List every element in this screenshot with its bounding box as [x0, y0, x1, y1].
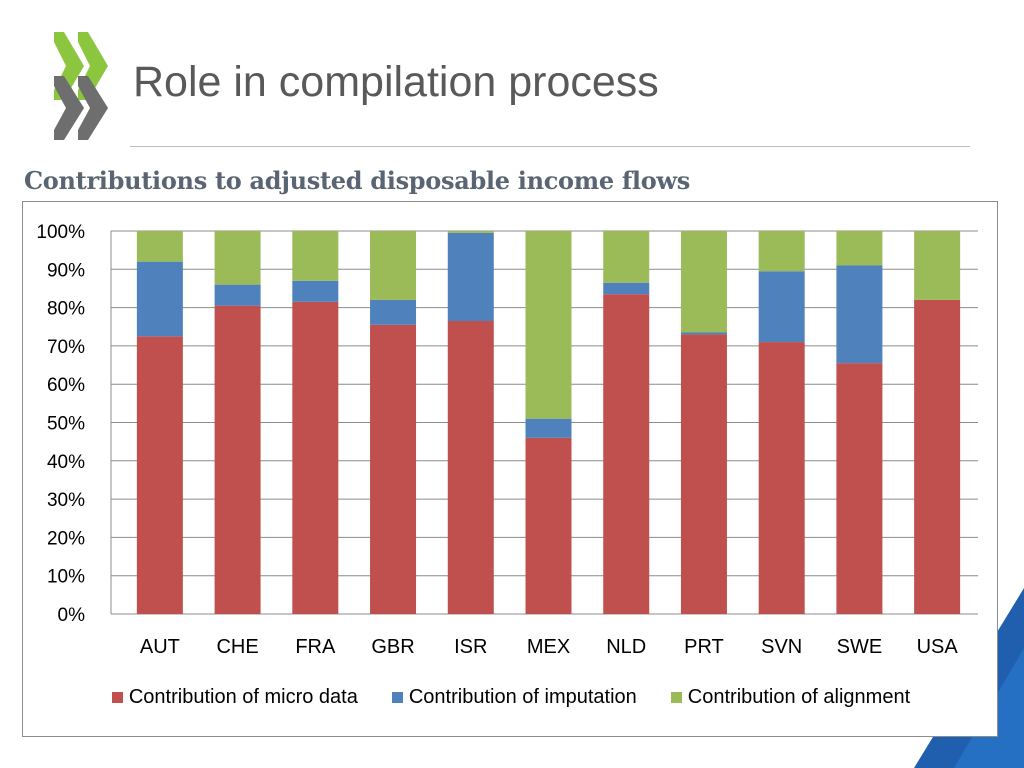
bar-usa-series-0 [914, 299, 961, 614]
bar-svn-series-2 [758, 231, 805, 272]
bar-isr-series-2 [447, 231, 494, 233]
bar-gbr-series-0 [370, 324, 417, 614]
legend-swatch-alignment [670, 692, 682, 703]
bar-che-series-0 [214, 305, 261, 614]
bar-prt-series-2 [680, 231, 727, 333]
legend-label-imputation: Contribution of imputation [408, 686, 637, 708]
x-tick-label: GBR [371, 636, 414, 658]
x-tick-label: FRA [295, 636, 336, 658]
bar-aut-series-0 [136, 336, 183, 614]
bar-che-series-2 [214, 231, 261, 285]
y-tick-label: 90% [47, 260, 85, 281]
bar-fra-series-0 [292, 301, 339, 614]
chart-subtitle: Contributions to adjusted disposable inc… [24, 166, 690, 195]
bar-isr-series-0 [447, 321, 494, 614]
bar-nld-series-0 [603, 294, 650, 614]
chart-legend: Contribution of micro data Contribution … [23, 686, 999, 709]
x-tick-label: SWE [837, 636, 883, 658]
legend-label-micro: Contribution of micro data [128, 686, 358, 708]
y-tick-label: 10% [47, 567, 85, 588]
y-tick-label: 100% [36, 222, 85, 243]
bar-fra-series-1 [292, 280, 339, 302]
bar-aut-series-2 [136, 231, 183, 262]
x-tick-label: ISR [454, 636, 487, 658]
bar-fra-series-2 [292, 231, 339, 281]
stacked-bar-chart: 0% 10% 20% 30% 40% 50% 60% 70% 80% 90% 100% AUT CHE F… [36, 222, 978, 658]
bar-nld-series-2 [603, 231, 650, 283]
title-divider [130, 146, 970, 147]
slide-title: Role in compilation process [133, 58, 659, 106]
x-tick-label: CHE [216, 636, 258, 658]
bar-prt-series-1 [680, 332, 727, 335]
bar-svn-series-1 [758, 271, 805, 343]
bar-usa-series-2 [914, 231, 961, 300]
bar-mex-series-1 [525, 418, 572, 438]
legend-item-alignment: Contribution of alignment [670, 686, 911, 709]
bar-mex-series-2 [525, 231, 572, 419]
bar-swe-series-1 [836, 265, 883, 364]
bar-aut-series-1 [136, 261, 183, 337]
x-tick-label: NLD [606, 636, 646, 658]
y-tick-label: 50% [47, 414, 85, 435]
legend-item-micro: Contribution of micro data [111, 686, 358, 709]
y-tick-label: 70% [47, 337, 85, 358]
bar-swe-series-2 [836, 231, 883, 266]
legend-swatch-imputation [391, 692, 403, 703]
y-tick-label: 30% [47, 490, 85, 511]
legend-item-imputation: Contribution of imputation [391, 686, 637, 709]
y-tick-label: 0% [58, 605, 86, 626]
y-tick-label: 60% [47, 375, 85, 396]
bar-prt-series-0 [680, 334, 727, 614]
y-tick-label: 20% [47, 528, 85, 549]
chart-frame: 0% 10% 20% 30% 40% 50% 60% 70% 80% 90% 100% AUT CHE F… [22, 201, 998, 737]
y-tick-label: 80% [47, 299, 85, 320]
x-tick-label: MEX [527, 636, 570, 658]
legend-label-alignment: Contribution of alignment [687, 686, 911, 708]
bar-che-series-1 [214, 284, 261, 306]
bar-gbr-series-1 [370, 299, 417, 325]
y-tick-label: 40% [47, 452, 85, 473]
bar-swe-series-0 [836, 363, 883, 614]
x-tick-label: PRT [684, 636, 724, 658]
oecd-chevron-logo-icon [54, 32, 108, 140]
bar-isr-series-1 [447, 232, 494, 322]
bar-svn-series-0 [758, 342, 805, 614]
bar-mex-series-0 [525, 437, 572, 614]
bar-gbr-series-2 [370, 231, 417, 300]
x-tick-label: SVN [761, 636, 802, 658]
legend-swatch-micro [111, 692, 123, 703]
x-tick-label: AUT [140, 636, 180, 658]
bar-nld-series-1 [603, 282, 650, 295]
x-tick-label: USA [917, 636, 959, 658]
